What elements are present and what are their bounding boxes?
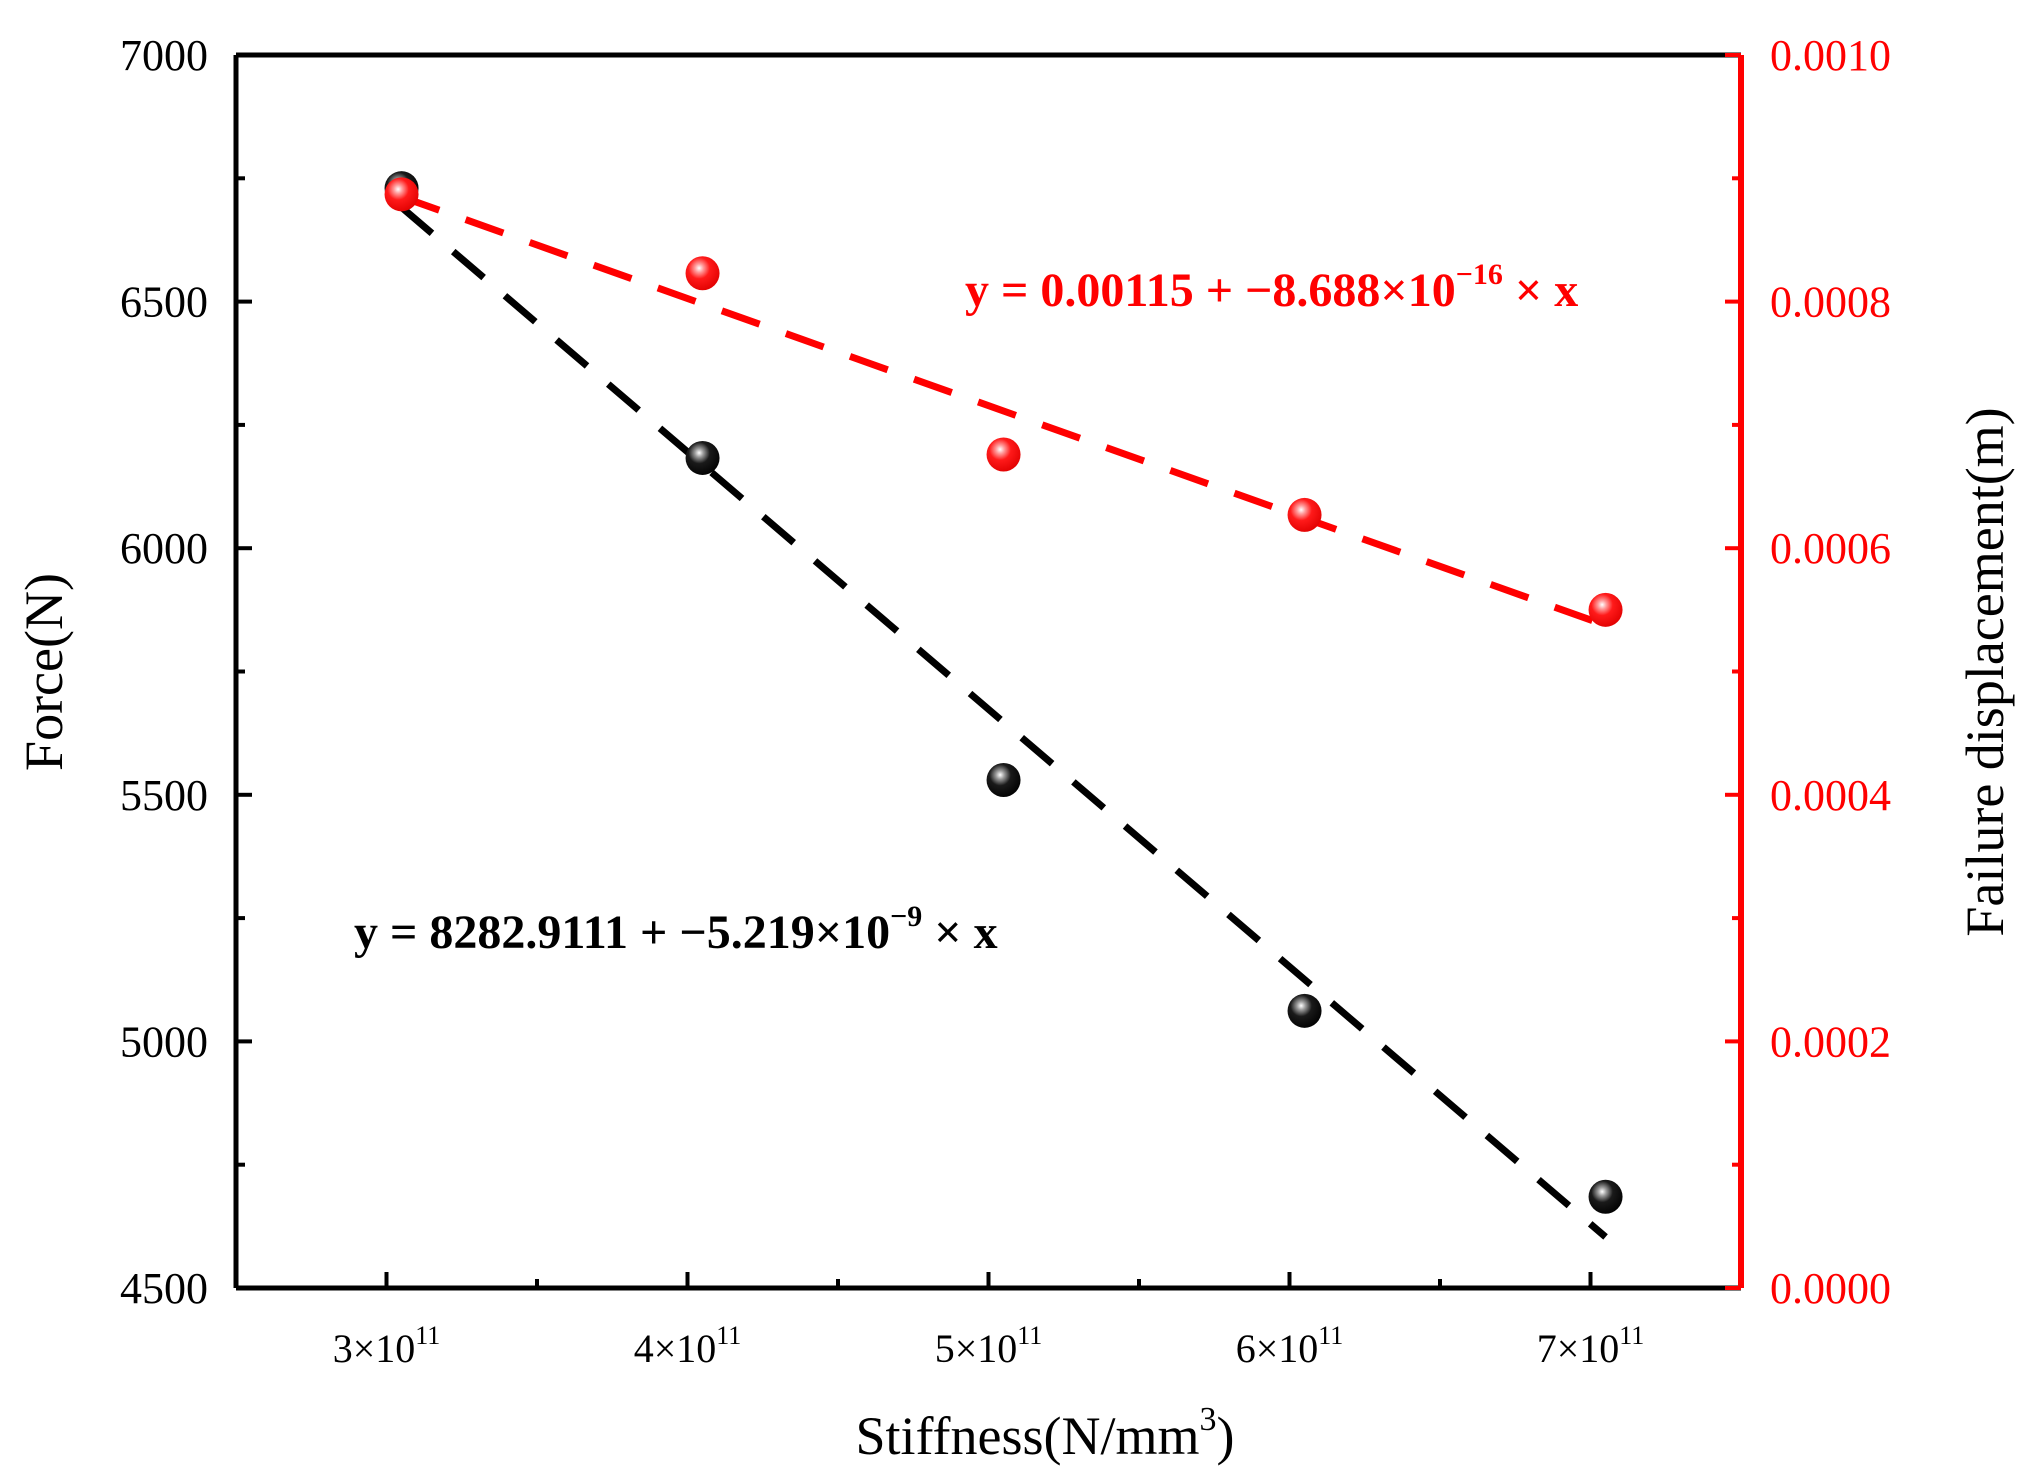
x-tick-label-exponent: 11: [1017, 1321, 1042, 1350]
data-points: [384, 171, 1623, 1214]
right-axis-ticks: 0.0000 0.0002 0.0004 0.0006 0.0008 0.0010: [1725, 31, 1891, 1313]
x-tick-label-exponent: 11: [716, 1321, 741, 1350]
x-tick-label-base: 4×10: [634, 1326, 717, 1371]
fit-lines: [399, 193, 1608, 1240]
left-tick-label: 6500: [120, 278, 208, 327]
left-tick-label: 7000: [120, 31, 208, 80]
force-fit-equation-tail: × x: [922, 906, 997, 959]
plot-frame: [233, 52, 1744, 1291]
displacement-fit-equation-exponent: −16: [1456, 258, 1503, 291]
displacement-point: [986, 437, 1021, 472]
displacement-fit-equation: y = 0.00115 + −8.688×10−16 × x: [965, 258, 1578, 317]
x-axis-ticks: 3×1011 4×1011 5×1011 6×1011 7×1011: [333, 1272, 1645, 1371]
x-tick-label-exponent: 11: [415, 1321, 440, 1350]
right-tick-label: 0.0008: [1770, 278, 1891, 327]
force-fit-line: [399, 204, 1608, 1240]
force-point: [986, 763, 1021, 798]
x-tick-label: 6×1011: [1236, 1321, 1344, 1371]
x-tick-label-base: 7×10: [1537, 1326, 1620, 1371]
x-axis-title-suffix: ): [1217, 1406, 1235, 1466]
right-tick-label: 0.0000: [1770, 1264, 1891, 1313]
right-tick-label: 0.0010: [1770, 31, 1891, 80]
displacement-point: [1287, 497, 1322, 532]
left-tick-label: 5000: [120, 1017, 208, 1066]
left-tick-label: 6000: [120, 524, 208, 573]
force-point: [1588, 1179, 1623, 1214]
left-tick-label: 5500: [120, 771, 208, 820]
displacement-point: [384, 177, 419, 212]
x-tick-label: 3×1011: [333, 1321, 441, 1371]
left-axis-ticks: 4500 5000 5500 6000 6500 7000: [120, 31, 252, 1313]
force-point: [685, 440, 720, 475]
x-axis-title-text: Stiffness(N/mm: [856, 1406, 1200, 1466]
right-tick-label: 0.0004: [1770, 771, 1891, 820]
force-fit-equation: y = 8282.9111 + −5.219×10−9 × x: [354, 900, 998, 959]
right-tick-label: 0.0002: [1770, 1017, 1891, 1066]
x-tick-label-base: 5×10: [935, 1326, 1018, 1371]
left-y-axis-title: Force(N): [14, 573, 74, 771]
x-tick-label-exponent: 11: [1619, 1321, 1644, 1350]
force-fit-equation-main: y = 8282.9111 + −5.219×10: [354, 906, 890, 959]
force-fit-equation-exponent: −9: [890, 900, 922, 933]
displacement-fit-equation-tail: × x: [1503, 264, 1578, 317]
x-axis-title-superscript: 3: [1200, 1401, 1217, 1438]
displacement-point: [685, 256, 720, 291]
right-tick-label: 0.0006: [1770, 524, 1891, 573]
displacement-fit-line: [400, 193, 1607, 629]
x-tick-label: 5×1011: [935, 1321, 1043, 1371]
force-point: [1287, 993, 1322, 1028]
displacement-point: [1588, 592, 1623, 627]
left-tick-label: 4500: [120, 1264, 208, 1313]
x-tick-label-base: 6×10: [1236, 1326, 1319, 1371]
x-tick-label: 4×1011: [634, 1321, 742, 1371]
x-axis-title: Stiffness(N/mm3): [856, 1401, 1235, 1466]
right-y-axis-title: Failure displacement(m): [1955, 407, 2015, 936]
x-tick-label: 7×1011: [1537, 1321, 1645, 1371]
x-tick-label-exponent: 11: [1318, 1321, 1343, 1350]
displacement-fit-equation-main: y = 0.00115 + −8.688×10: [965, 264, 1456, 317]
x-tick-label-base: 3×10: [333, 1326, 416, 1371]
